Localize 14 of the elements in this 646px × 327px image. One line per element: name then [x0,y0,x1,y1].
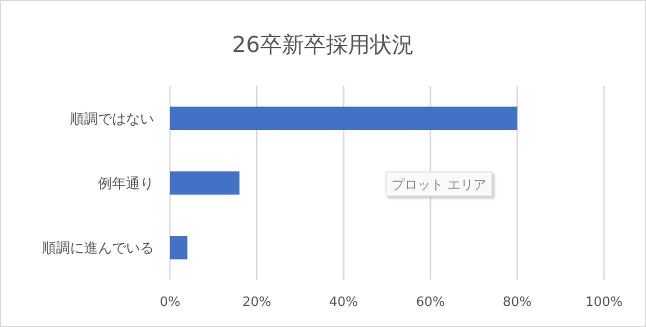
x-tick-label: 40% [329,295,358,310]
y-tick-label: 順調に進んでいる [42,240,154,257]
bar [170,236,188,260]
y-tick-label: 例年通り [98,176,154,192]
bar [170,171,240,195]
x-tick-label: 0% [160,295,180,310]
annotation: プロット エリア [391,178,487,193]
bar [170,106,518,130]
x-tick-label: 20% [242,295,272,310]
x-tick-label: 100% [585,295,623,310]
x-tick-label: 80% [502,295,532,310]
y-tick-label: 順調ではない [70,111,154,128]
chart-title: 26卒新卒採用状況 [232,33,414,58]
x-tick-label: 60% [416,295,445,310]
